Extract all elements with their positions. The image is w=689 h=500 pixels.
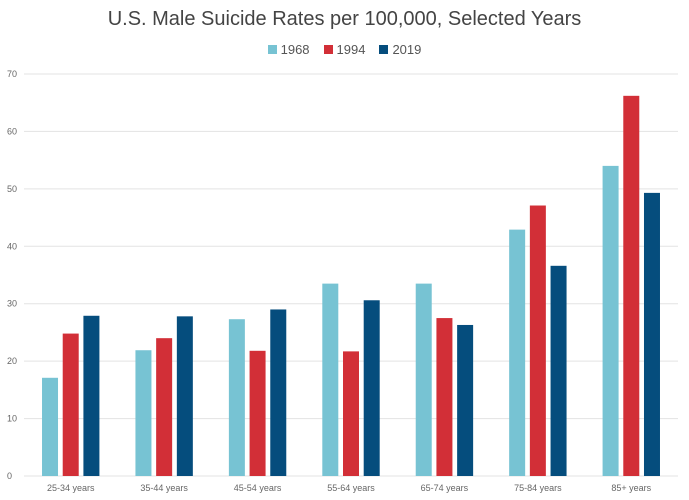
chart-title: U.S. Male Suicide Rates per 100,000, Sel…: [107, 8, 582, 30]
bar-2019-75-84-years: [550, 265, 567, 476]
y-tick-label: 20: [7, 356, 17, 366]
legend-swatch: [323, 45, 333, 54]
bar-2019-35-44-years: [176, 316, 193, 476]
legend-item-1994: 1994: [323, 42, 366, 57]
x-tick-label: 25-34 years: [47, 483, 95, 493]
y-tick-label: 40: [7, 241, 17, 251]
bar-1994-45-54-years: [249, 350, 266, 476]
y-tick-label: 50: [7, 184, 17, 194]
bar-1994-85-years: [623, 95, 640, 476]
bar-1968-65-74-years: [415, 283, 432, 476]
bar-2019-25-34-years: [83, 315, 100, 476]
legend-label: 1968: [280, 42, 310, 57]
bar-1994-55-64-years: [343, 351, 359, 476]
y-tick-label: 10: [7, 414, 17, 424]
y-tick-label: 60: [7, 126, 17, 136]
bar-2019-55-64-years: [363, 300, 380, 476]
legend-label: 1994: [336, 42, 366, 57]
bar-1968-35-44-years: [135, 350, 152, 476]
bar-1994-35-44-years: [156, 338, 173, 476]
bar-1968-25-34-years: [42, 377, 59, 476]
y-tick-label: 70: [7, 69, 17, 79]
x-tick-label: 45-54 years: [234, 483, 282, 493]
legend-item-1968: 1968: [267, 42, 310, 57]
bar-1968-75-84-years: [509, 229, 526, 476]
legend-swatch: [267, 45, 277, 54]
bar-2019-85-years: [643, 192, 660, 476]
bar-1968-85-years: [602, 165, 619, 476]
bar-1968-55-64-years: [322, 283, 339, 476]
x-tick-label: 85+ years: [611, 483, 651, 493]
bar-2019-65-74-years: [457, 324, 474, 476]
bar-2019-45-54-years: [270, 309, 287, 476]
x-tick-label: 75-84 years: [514, 483, 562, 493]
x-tick-label: 55-64 years: [327, 483, 375, 493]
legend-swatch: [379, 45, 389, 54]
bar-1994-75-84-years: [529, 205, 546, 477]
legend-label: 2019: [392, 42, 422, 57]
x-tick-label: 65-74 years: [421, 483, 469, 493]
legend: 1968 1994 2019: [0, 42, 689, 57]
bar-1968-45-54-years: [228, 319, 245, 476]
bar-1994-65-74-years: [436, 318, 453, 476]
bar-1994-25-34-years: [62, 333, 79, 476]
y-tick-label: 0: [7, 471, 12, 481]
y-tick-label: 30: [7, 299, 17, 309]
legend-item-2019: 2019: [379, 42, 421, 57]
x-tick-label: 35-44 years: [140, 483, 188, 493]
